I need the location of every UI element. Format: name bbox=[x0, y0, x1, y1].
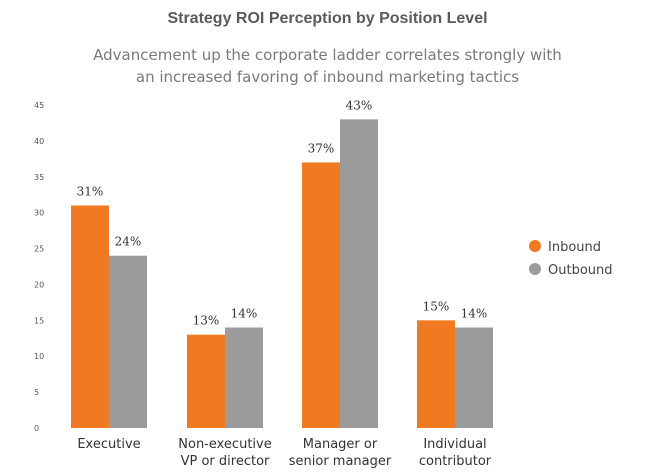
y-tick-label: 25 bbox=[34, 245, 44, 254]
subtitle-line-1: Advancement up the corporate ladder corr… bbox=[93, 46, 562, 64]
legend-swatch-inbound bbox=[529, 240, 541, 252]
bar-outbound-1 bbox=[225, 327, 263, 428]
data-label-inbound-1: 13% bbox=[193, 314, 220, 328]
legend-label-outbound: Outbound bbox=[548, 263, 613, 278]
x-category-label: VP or director bbox=[181, 454, 270, 469]
bar-inbound-0 bbox=[71, 205, 109, 428]
bar-inbound-3 bbox=[417, 320, 455, 428]
y-tick-label: 10 bbox=[34, 352, 44, 361]
x-axis: Executive Non-executive VP or director Mana… bbox=[77, 437, 491, 469]
bar-inbound-1 bbox=[187, 334, 225, 428]
bar-outbound-0 bbox=[109, 255, 147, 428]
y-tick-label: 40 bbox=[34, 137, 44, 146]
data-labels: 31% 13% 37% 15% 24% 14% 43% 14% bbox=[77, 98, 488, 327]
data-label-inbound-0: 31% bbox=[77, 184, 104, 198]
data-label-inbound-3: 15% bbox=[423, 299, 450, 313]
chart-subtitle: Advancement up the corporate ladder corr… bbox=[0, 44, 655, 88]
x-category-label: Manager or bbox=[303, 437, 378, 452]
x-category-label: Non-executive bbox=[178, 437, 271, 452]
data-label-outbound-0: 24% bbox=[115, 235, 142, 249]
y-tick-label: 35 bbox=[34, 173, 44, 182]
x-category-label: contributor bbox=[419, 454, 492, 469]
x-category-label: Executive bbox=[77, 437, 140, 452]
y-tick-label: 5 bbox=[34, 388, 39, 397]
data-label-outbound-2: 43% bbox=[346, 98, 373, 112]
legend-label-inbound: Inbound bbox=[548, 240, 601, 255]
y-tick-label: 20 bbox=[34, 280, 44, 289]
subtitle-line-2: an increased favoring of inbound marketi… bbox=[135, 68, 520, 86]
data-label-outbound-1: 14% bbox=[231, 307, 258, 321]
y-tick-label: 15 bbox=[34, 316, 44, 325]
y-axis: 0 5 10 15 20 25 30 35 40 45 bbox=[34, 101, 44, 433]
y-tick-label: 45 bbox=[34, 101, 44, 110]
bars bbox=[71, 119, 493, 428]
x-category-label: Individual bbox=[423, 437, 486, 452]
bar-outbound-3 bbox=[455, 327, 493, 428]
y-tick-label: 30 bbox=[34, 209, 44, 218]
y-tick-label: 0 bbox=[34, 424, 39, 433]
legend: Inbound Outbound bbox=[529, 240, 613, 278]
bar-outbound-2 bbox=[340, 119, 378, 428]
chart-title: Strategy ROI Perception by Position Leve… bbox=[167, 10, 488, 27]
data-label-inbound-2: 37% bbox=[308, 141, 335, 155]
bar-inbound-2 bbox=[302, 162, 340, 428]
data-label-outbound-3: 14% bbox=[461, 307, 488, 321]
legend-swatch-outbound bbox=[529, 263, 541, 275]
x-category-label: senior manager bbox=[289, 454, 392, 469]
